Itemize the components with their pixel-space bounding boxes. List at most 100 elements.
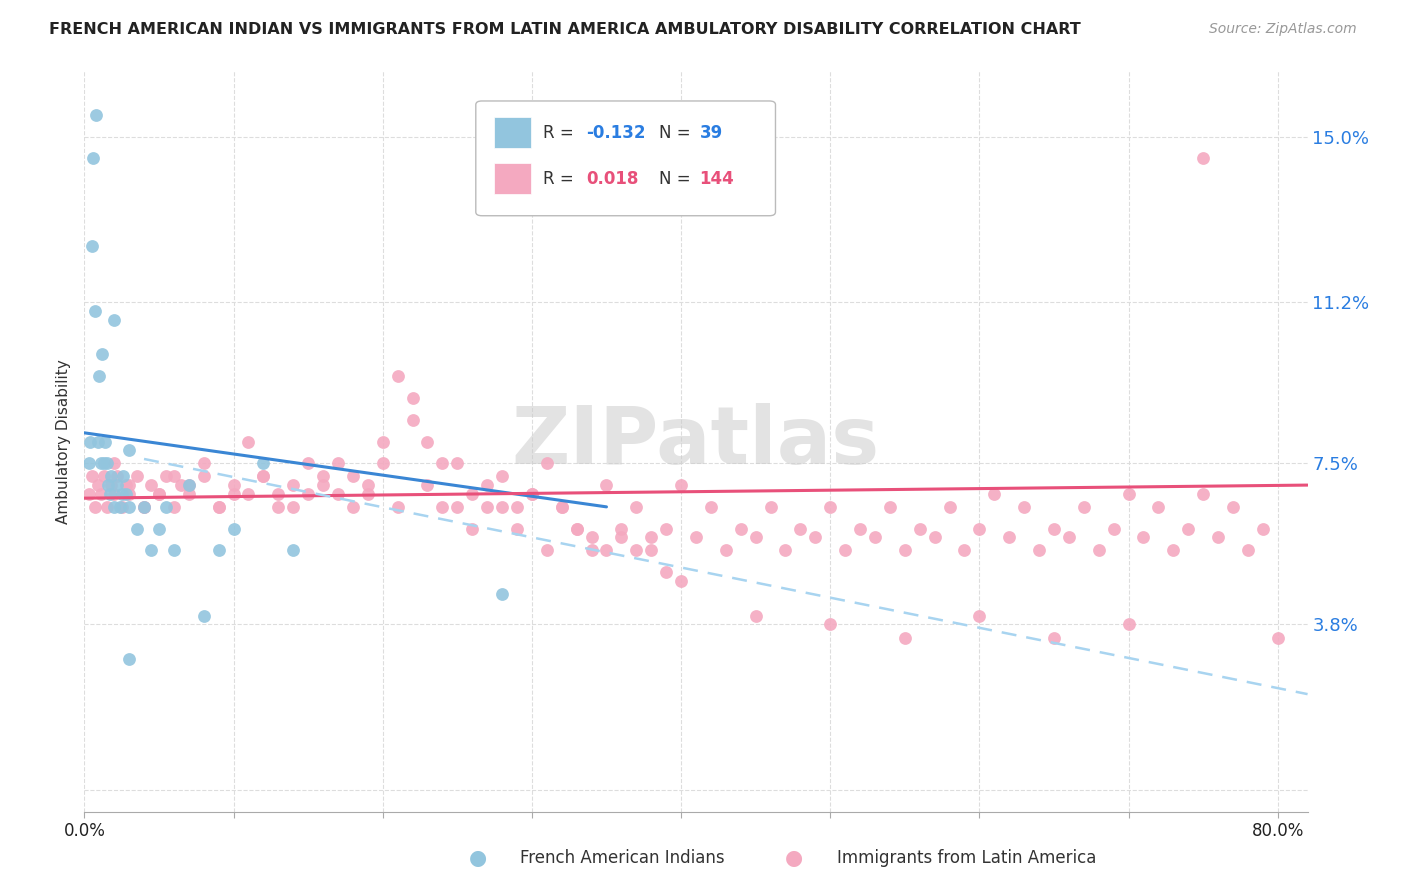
Text: 39: 39 xyxy=(700,124,723,142)
Point xyxy=(834,543,856,558)
Point xyxy=(894,631,917,645)
Text: French American Indians: French American Indians xyxy=(520,849,725,867)
Point xyxy=(744,608,766,623)
Point xyxy=(953,543,976,558)
Point xyxy=(100,469,122,483)
Point xyxy=(103,456,125,470)
Point xyxy=(148,487,170,501)
Point xyxy=(626,543,648,558)
Point xyxy=(148,487,170,501)
Point xyxy=(520,487,543,501)
Point xyxy=(83,304,105,318)
Point xyxy=(148,522,170,536)
Point xyxy=(89,369,111,384)
Point xyxy=(655,522,678,536)
Point xyxy=(93,456,115,470)
Point xyxy=(879,500,901,514)
Point xyxy=(416,478,439,492)
Text: Immigrants from Latin America: Immigrants from Latin America xyxy=(837,849,1095,867)
Text: -0.132: -0.132 xyxy=(586,124,645,142)
Point xyxy=(1177,522,1199,536)
Point xyxy=(283,543,305,558)
Point xyxy=(222,487,245,501)
Text: R =: R = xyxy=(543,124,579,142)
Point xyxy=(177,478,200,492)
Point xyxy=(491,469,513,483)
Point xyxy=(312,478,335,492)
Point xyxy=(252,469,274,483)
Point xyxy=(1147,500,1170,514)
Point xyxy=(759,500,782,514)
Text: 0.018: 0.018 xyxy=(586,169,638,187)
Point xyxy=(1012,500,1035,514)
Point xyxy=(170,478,193,492)
Point xyxy=(98,487,121,501)
Point xyxy=(1102,522,1125,536)
Point xyxy=(193,469,215,483)
Point xyxy=(111,487,134,501)
Point xyxy=(103,500,125,514)
Point xyxy=(252,469,274,483)
Point xyxy=(1057,530,1080,544)
Point xyxy=(125,469,148,483)
Point xyxy=(461,522,484,536)
Point xyxy=(371,456,394,470)
Text: Source: ZipAtlas.com: Source: ZipAtlas.com xyxy=(1209,22,1357,37)
Point xyxy=(118,478,141,492)
Point xyxy=(111,500,134,514)
Point xyxy=(475,478,498,492)
Point xyxy=(297,487,319,501)
Point xyxy=(924,530,946,544)
Point xyxy=(80,469,103,483)
Point xyxy=(894,543,917,558)
Point xyxy=(96,500,118,514)
Point xyxy=(1251,522,1274,536)
Point xyxy=(446,500,468,514)
Point xyxy=(1237,543,1260,558)
Point xyxy=(1087,543,1109,558)
Point xyxy=(163,543,186,558)
Point xyxy=(267,487,290,501)
Point xyxy=(938,500,960,514)
Point xyxy=(1118,617,1140,632)
Point xyxy=(79,434,101,449)
Point xyxy=(108,500,131,514)
Point xyxy=(207,543,229,558)
Point xyxy=(105,469,128,483)
Point xyxy=(193,456,215,470)
Point xyxy=(818,617,841,632)
Point xyxy=(1267,631,1289,645)
Point xyxy=(87,478,110,492)
Point xyxy=(461,487,484,501)
Text: 0.0%: 0.0% xyxy=(63,822,105,840)
Text: ZIPatlas: ZIPatlas xyxy=(512,402,880,481)
Point xyxy=(669,574,692,588)
Point xyxy=(969,608,991,623)
Point xyxy=(565,522,588,536)
Point xyxy=(357,478,380,492)
Point xyxy=(177,478,200,492)
Point xyxy=(115,487,138,501)
Point xyxy=(1073,500,1095,514)
Point xyxy=(312,469,335,483)
Point xyxy=(1163,543,1185,558)
Point xyxy=(118,652,141,666)
Point xyxy=(132,500,155,514)
Point xyxy=(387,500,409,514)
Point xyxy=(84,108,107,122)
Point xyxy=(100,478,122,492)
Y-axis label: Ambulatory Disability: Ambulatory Disability xyxy=(56,359,72,524)
Point xyxy=(132,500,155,514)
Point xyxy=(610,522,633,536)
Point xyxy=(551,500,574,514)
Point xyxy=(96,456,118,470)
Point xyxy=(103,312,125,326)
Point xyxy=(141,478,163,492)
Point xyxy=(714,543,737,558)
Point xyxy=(640,543,662,558)
Point xyxy=(267,500,290,514)
Point xyxy=(685,530,707,544)
Point xyxy=(112,469,135,483)
Point xyxy=(252,456,274,470)
Text: 80.0%: 80.0% xyxy=(1251,822,1303,840)
